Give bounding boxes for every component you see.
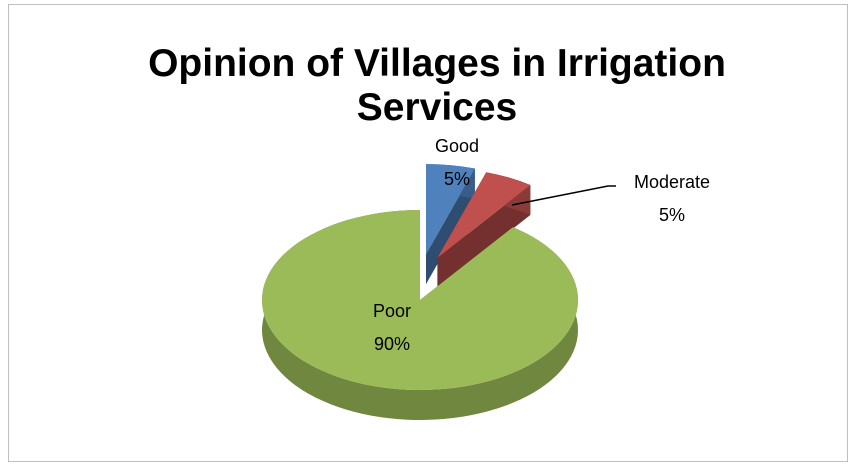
data-label-name: Moderate [634,172,710,192]
data-label-name: Good [435,136,479,156]
chart-title: Opinion of Villages in Irrigation Servic… [148,42,726,129]
pie-slice [437,172,531,288]
leader-line [511,185,616,206]
slice-top [426,164,475,255]
slice-top [262,210,578,391]
data-label-name: Poor [373,301,411,321]
slice-radial-face [437,184,531,288]
slice-top [437,172,531,258]
data-label-value: 5% [659,205,685,225]
pie-slice [426,164,475,285]
data-label-value: 5% [444,169,470,189]
chart-frame [8,4,848,462]
data-label-value: 90% [374,334,410,354]
pie-slice [262,210,578,420]
slice-radial-face [426,168,475,285]
